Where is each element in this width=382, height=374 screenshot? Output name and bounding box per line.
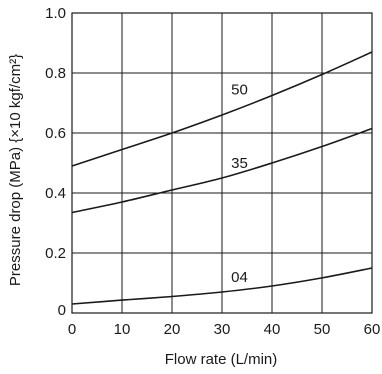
x-tick-label-40: 40 [264, 321, 281, 338]
x-tick-labels: 0 10 20 30 40 50 60 [68, 321, 381, 338]
x-tick-label-0: 0 [68, 321, 76, 338]
y-tick-labels: 0 0.2 0.4 0.6 0.8 1.0 [45, 5, 66, 319]
plot-frame [71, 12, 373, 314]
grid [72, 13, 372, 313]
x-tick-label-10: 10 [114, 321, 131, 338]
x-tick-label-30: 30 [214, 321, 231, 338]
y-tick-label-0.6: 0.6 [45, 125, 66, 142]
curve-label-04: 04 [231, 269, 248, 286]
series-lines [71, 51, 373, 305]
series-line-04 [71, 267, 373, 305]
y-tick-label-0.2: 0.2 [45, 245, 66, 262]
y-tick-label-1.0: 1.0 [45, 5, 66, 22]
y-axis-label: Pressure drop (MPa) {×10 kgf/cm²} [7, 54, 24, 286]
y-tick-label-0: 0 [58, 302, 66, 319]
plot-border [71, 12, 373, 314]
y-tick-label-0.8: 0.8 [45, 65, 66, 82]
x-axis-label: Flow rate (L/min) [165, 351, 278, 368]
x-tick-label-60: 60 [364, 321, 381, 338]
x-tick-label-20: 20 [164, 321, 181, 338]
series-line-50 [71, 51, 373, 167]
curve-label-35: 35 [231, 155, 248, 172]
x-tick-label-50: 50 [314, 321, 331, 338]
curve-labels: 50 35 04 [231, 82, 248, 287]
curve-label-50: 50 [231, 82, 248, 99]
series-line-35 [71, 127, 373, 214]
y-tick-label-0.4: 0.4 [45, 185, 66, 202]
